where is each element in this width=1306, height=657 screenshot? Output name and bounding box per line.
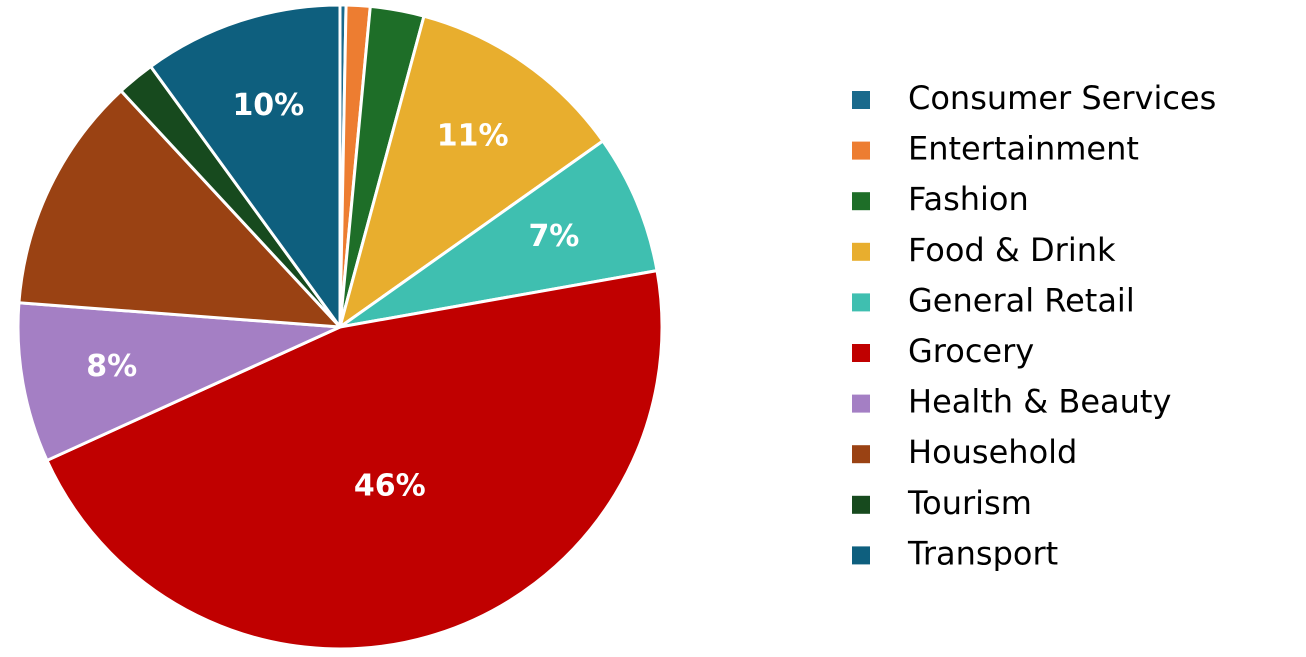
legend-label: Tourism (907, 484, 1032, 522)
legend-swatch (852, 394, 870, 413)
pie-slice (16, 301, 342, 462)
legend-label: Fashion (908, 180, 1029, 218)
legend-swatch (852, 192, 870, 211)
legend-label: Consumer Services (908, 79, 1216, 117)
legend-swatch (852, 445, 870, 464)
pie-slice (338, 139, 659, 329)
legend-swatch (852, 141, 870, 160)
legend-swatch (852, 344, 870, 362)
pie-slice (45, 269, 664, 651)
data-label: 46% (354, 468, 426, 503)
legend-swatch (852, 495, 870, 514)
data-label: 11% (437, 118, 509, 153)
data-label: 8% (86, 349, 137, 384)
pie-slice (338, 14, 605, 329)
legend-label: Health & Beauty (908, 383, 1171, 421)
legend-label: Entertainment (908, 130, 1139, 168)
legend-label: Food & Drink (908, 231, 1116, 269)
legend-swatch (852, 91, 870, 109)
legend-swatch (852, 242, 870, 261)
pie-slice (17, 89, 342, 329)
pie-slice (149, 3, 342, 329)
legend-label: Grocery (908, 332, 1034, 370)
legend-label: Transport (907, 534, 1058, 572)
legend-swatch (852, 293, 870, 312)
legend-swatch (852, 546, 870, 565)
legend-label: Household (908, 433, 1077, 471)
data-label: 10% (232, 88, 304, 123)
legend-label: General Retail (908, 281, 1135, 319)
data-label: 7% (528, 219, 579, 254)
